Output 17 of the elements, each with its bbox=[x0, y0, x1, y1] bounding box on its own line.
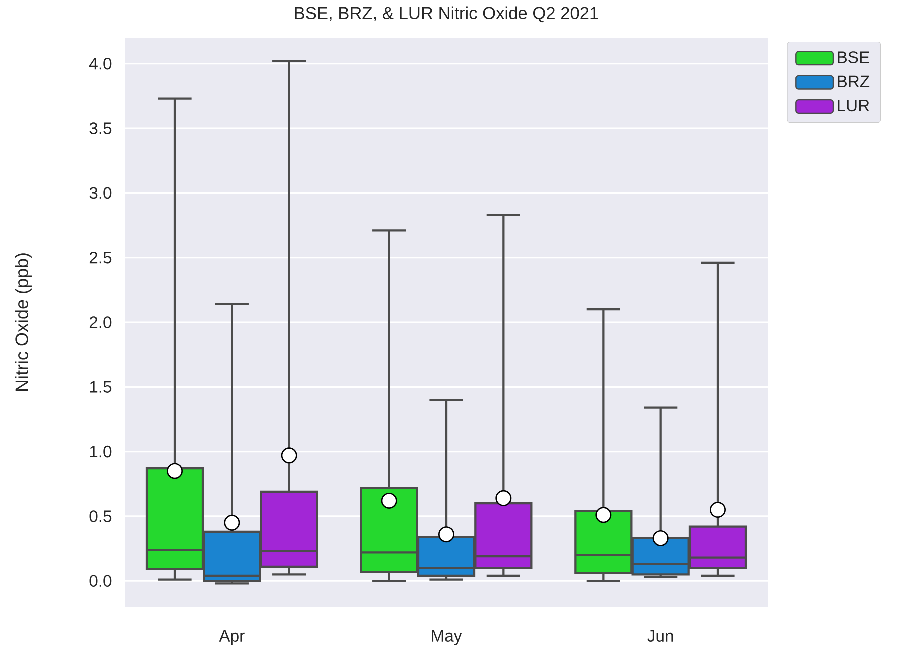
y-tick-label: 2.0 bbox=[90, 316, 112, 328]
y-tick-label: 4.0 bbox=[90, 58, 112, 70]
x-tick-label: May bbox=[432, 630, 462, 646]
y-tick-label: 0.0 bbox=[90, 575, 112, 588]
legend-label: LUR bbox=[838, 100, 870, 112]
y-axis-title: Nitric Oxide (ppb) bbox=[15, 254, 32, 392]
x-tick-label: Jun bbox=[648, 630, 674, 642]
y-tick-label: 3.5 bbox=[90, 122, 112, 134]
y-tick-label: 1.0 bbox=[90, 446, 112, 458]
legend-label: BRZ bbox=[838, 76, 870, 88]
y-tick-label: 0.5 bbox=[90, 510, 112, 522]
legend-label: BSE bbox=[838, 52, 870, 64]
x-tick-label: Apr bbox=[219, 630, 245, 646]
y-tick-label: 3.0 bbox=[90, 187, 112, 200]
y-tick-label: 1.5 bbox=[90, 381, 112, 393]
chart-title: BSE, BRZ, & LUR Nitric Oxide Q2 2021 bbox=[295, 6, 598, 23]
y-tick-label: 2.5 bbox=[90, 252, 112, 264]
